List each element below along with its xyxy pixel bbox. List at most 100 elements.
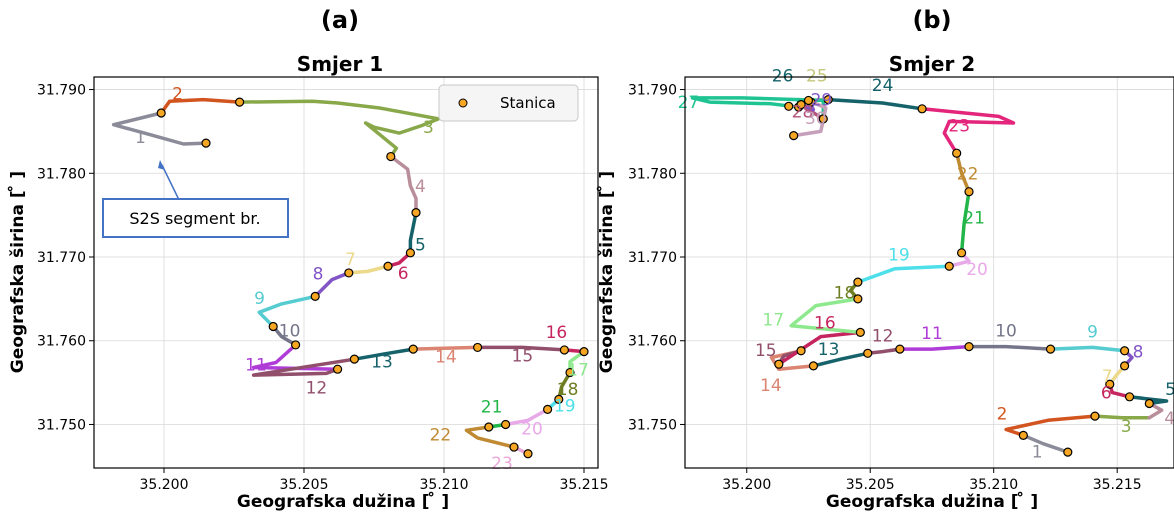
station-point bbox=[523, 449, 533, 459]
station-point bbox=[542, 404, 553, 414]
segment-label-13: 13 bbox=[371, 352, 393, 372]
segment-label-18: 18 bbox=[557, 380, 579, 400]
segment-label-24: 24 bbox=[872, 76, 894, 96]
panel-b-segments bbox=[690, 96, 1169, 454]
station-point bbox=[383, 261, 393, 271]
segment-line-13 bbox=[811, 351, 870, 368]
station-point bbox=[853, 294, 863, 304]
station-point bbox=[554, 394, 564, 404]
segment-line-24 bbox=[826, 97, 924, 111]
station-point bbox=[1090, 411, 1100, 421]
segment-label-21: 21 bbox=[963, 209, 985, 229]
station-point bbox=[855, 327, 865, 337]
segment-line-3 bbox=[1093, 414, 1152, 420]
panel-b-letter: (b) bbox=[912, 6, 951, 34]
station-point bbox=[917, 104, 927, 114]
station-point bbox=[774, 359, 784, 369]
segment-label-11: 11 bbox=[245, 356, 267, 376]
panel-b: (b) Smjer 2 123 4567891011121314151617181… bbox=[595, 6, 1174, 512]
station-point bbox=[349, 354, 359, 364]
panel-b-title: Smjer 2 bbox=[889, 52, 975, 76]
segment-label-12: 12 bbox=[872, 327, 894, 347]
segment-label-4: 4 bbox=[415, 177, 426, 197]
y-tick-label: 31.770 bbox=[37, 250, 86, 266]
station-point bbox=[1120, 346, 1130, 356]
segment-line-1 bbox=[111, 111, 208, 146]
segment-line-21 bbox=[959, 189, 971, 255]
panel-a-xlabel: Geografska dužina [ ̊ ] bbox=[237, 490, 449, 512]
segment-label-5: 5 bbox=[415, 235, 426, 255]
station-point bbox=[964, 341, 974, 352]
segment-label-30: 30 bbox=[805, 109, 827, 129]
panel-a-stations bbox=[156, 97, 589, 459]
station-point bbox=[823, 95, 833, 105]
segment-label-18: 18 bbox=[834, 284, 856, 304]
y-tick-label: 31.750 bbox=[628, 417, 677, 433]
panel-a-ylabel: Geografska širina [ ̊ ] bbox=[6, 171, 28, 373]
station-point bbox=[1124, 392, 1135, 402]
station-point bbox=[473, 342, 483, 353]
segment-label-6: 6 bbox=[1101, 384, 1112, 404]
segment-label-16: 16 bbox=[546, 323, 568, 343]
segment-label-9: 9 bbox=[1087, 322, 1098, 342]
segment-line-11 bbox=[898, 344, 971, 351]
segment-label-1: 1 bbox=[135, 128, 146, 148]
panel-a-letter: (a) bbox=[321, 6, 359, 34]
panel-b-ylabel: Geografska širina [ ̊ ] bbox=[595, 171, 617, 373]
segment-line-22 bbox=[464, 425, 516, 449]
panel-b-ticks: 35.200 35.205 35.210 35.215 31.750 31.760 31.7… bbox=[628, 83, 1142, 493]
annotation-arrow-line bbox=[161, 164, 182, 205]
segment-label-2: 2 bbox=[172, 84, 183, 104]
segment-line-2 bbox=[159, 97, 242, 115]
x-tick-label: 35.200 bbox=[140, 477, 189, 493]
segment-label-7: 7 bbox=[345, 250, 356, 270]
segment-label-22: 22 bbox=[430, 425, 452, 445]
segment-label-10: 10 bbox=[995, 322, 1017, 342]
segment-line-10 bbox=[967, 344, 1053, 351]
segment-label-12: 12 bbox=[306, 378, 328, 398]
segment-line-7 bbox=[347, 264, 390, 275]
station-point bbox=[509, 442, 519, 452]
station-point bbox=[579, 347, 589, 357]
segment-line-19 bbox=[856, 264, 952, 284]
segment-label-23: 23 bbox=[491, 454, 513, 474]
y-tick-label: 31.780 bbox=[628, 166, 677, 182]
x-tick-label: 35.205 bbox=[280, 477, 329, 493]
segment-label-10: 10 bbox=[279, 322, 301, 342]
x-tick-label: 35.215 bbox=[560, 477, 609, 493]
station-point bbox=[201, 138, 211, 148]
x-tick-label: 35.210 bbox=[420, 477, 469, 493]
station-point bbox=[565, 367, 575, 378]
legend-label: Stanica bbox=[500, 94, 556, 112]
segment-line-23 bbox=[920, 107, 1016, 155]
segment-line-8 bbox=[313, 271, 351, 299]
station-point bbox=[559, 345, 570, 355]
station-point bbox=[808, 361, 819, 371]
segment-label-1: 1 bbox=[1032, 443, 1043, 463]
panel-a-title: Smjer 1 bbox=[297, 52, 383, 76]
station-point bbox=[386, 151, 396, 162]
segment-label-15: 15 bbox=[755, 341, 777, 361]
segment-label-22: 22 bbox=[957, 164, 979, 184]
segment-line-22 bbox=[954, 151, 971, 194]
station-point bbox=[853, 277, 863, 287]
annotation-arrowhead bbox=[158, 160, 165, 170]
station-point bbox=[484, 422, 494, 432]
station-point bbox=[1063, 447, 1073, 457]
station-point bbox=[784, 101, 794, 111]
legend-marker bbox=[458, 98, 468, 108]
segment-label-2: 2 bbox=[997, 404, 1008, 424]
station-point bbox=[957, 248, 967, 258]
y-tick-label: 31.750 bbox=[37, 417, 86, 433]
segment-label-5: 5 bbox=[1165, 380, 1174, 400]
segment-line-4 bbox=[389, 154, 418, 215]
panel-b-frame bbox=[684, 76, 1174, 469]
y-tick-label: 31.780 bbox=[37, 166, 86, 182]
segment-line-13 bbox=[352, 347, 415, 361]
y-tick-label: 31.760 bbox=[37, 334, 86, 350]
y-tick-label: 31.760 bbox=[628, 334, 677, 350]
station-point bbox=[803, 95, 814, 106]
segment-label-29: 29 bbox=[811, 91, 833, 111]
segment-label-13: 13 bbox=[818, 340, 840, 360]
